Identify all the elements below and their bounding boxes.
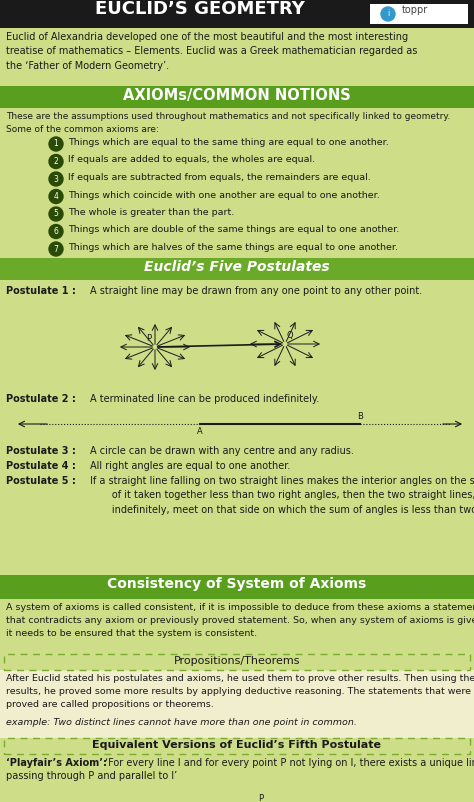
- Text: Euclid’s Five Postulates: Euclid’s Five Postulates: [144, 260, 330, 274]
- Text: Euclid of Alexandria developed one of the most beautiful and the most interestin: Euclid of Alexandria developed one of th…: [6, 32, 418, 71]
- Text: ‘For every line l and for every point P not lying on l, there exists a unique li: ‘For every line l and for every point P …: [105, 758, 474, 768]
- Text: Equivalent Versions of Euclid’s Fifth Postulate: Equivalent Versions of Euclid’s Fifth Po…: [92, 740, 382, 750]
- Text: All right angles are equal to one another.: All right angles are equal to one anothe…: [90, 461, 291, 471]
- Text: Postulate 1 :: Postulate 1 :: [6, 286, 76, 296]
- Text: Postulate 3 :: Postulate 3 :: [6, 446, 76, 456]
- Text: EUCLID’S GEOMETRY: EUCLID’S GEOMETRY: [95, 0, 305, 18]
- Circle shape: [49, 242, 63, 256]
- Bar: [370, 4, 468, 24]
- Text: 4: 4: [54, 192, 58, 201]
- Circle shape: [381, 7, 395, 21]
- Text: Q: Q: [287, 331, 293, 340]
- Text: B: B: [357, 412, 363, 421]
- Bar: [4, 738, 470, 754]
- Text: Things which coincide with one another are equal to one another.: Things which coincide with one another a…: [68, 191, 380, 200]
- Bar: [0, 599, 474, 654]
- Bar: [0, 86, 474, 108]
- Text: These are the assumptions used throughout mathematics and not specifically linke: These are the assumptions used throughou…: [6, 112, 450, 133]
- Text: 7: 7: [54, 245, 58, 253]
- Circle shape: [49, 189, 63, 204]
- Text: ‘Playfair’s Axiom’:: ‘Playfair’s Axiom’:: [6, 758, 110, 768]
- Bar: [4, 654, 470, 670]
- Bar: [0, 754, 474, 802]
- Circle shape: [49, 207, 63, 221]
- Text: The whole is greater than the part.: The whole is greater than the part.: [68, 208, 234, 217]
- Bar: [0, 258, 474, 280]
- Text: After Euclid stated his postulates and axioms, he used them to prove other resul: After Euclid stated his postulates and a…: [6, 674, 474, 709]
- Text: toppr: toppr: [402, 5, 428, 15]
- Circle shape: [49, 155, 63, 168]
- Text: Things which are double of the same things are equal to one another.: Things which are double of the same thin…: [68, 225, 399, 234]
- Bar: [0, 670, 474, 738]
- Text: P: P: [146, 334, 151, 343]
- Text: Things which are halves of the same things are equal to one another.: Things which are halves of the same thin…: [68, 243, 398, 252]
- Text: If equals are subtracted from equals, the remainders are equal.: If equals are subtracted from equals, th…: [68, 173, 371, 182]
- Text: 5: 5: [54, 209, 58, 218]
- Text: P: P: [258, 794, 263, 802]
- Circle shape: [49, 137, 63, 151]
- Text: 1: 1: [54, 140, 58, 148]
- Text: Postulate 2 :: Postulate 2 :: [6, 394, 76, 404]
- Text: Things which are equal to the same thing are equal to one another.: Things which are equal to the same thing…: [68, 138, 389, 147]
- Circle shape: [49, 172, 63, 186]
- Text: i: i: [387, 9, 389, 18]
- Text: 3: 3: [54, 175, 58, 184]
- Bar: [0, 28, 474, 86]
- Text: Postulate 4 :: Postulate 4 :: [6, 461, 76, 471]
- Circle shape: [49, 225, 63, 238]
- Text: If a straight line falling on two straight lines makes the interior angles on th: If a straight line falling on two straig…: [90, 476, 474, 515]
- Text: example: Two distinct lines cannot have more than one point in common.: example: Two distinct lines cannot have …: [6, 718, 357, 727]
- Text: A terminated line can be produced indefinitely.: A terminated line can be produced indefi…: [90, 394, 319, 404]
- Text: A circle can be drawn with any centre and any radius.: A circle can be drawn with any centre an…: [90, 446, 354, 456]
- Text: Propositions/Theorems: Propositions/Theorems: [174, 656, 300, 666]
- Text: 2: 2: [54, 157, 58, 166]
- Text: If equals are added to equals, the wholes are equal.: If equals are added to equals, the whole…: [68, 156, 315, 164]
- Text: AXIOMs/COMMON NOTIONS: AXIOMs/COMMON NOTIONS: [123, 88, 351, 103]
- Bar: [0, 108, 474, 258]
- Bar: [0, 575, 474, 599]
- Text: Postulate 5 :: Postulate 5 :: [6, 476, 76, 486]
- Bar: [0, 280, 474, 575]
- Text: passing through P and parallel to l’: passing through P and parallel to l’: [6, 771, 177, 781]
- Text: A: A: [197, 427, 203, 436]
- Text: 6: 6: [54, 227, 58, 236]
- Text: Consistency of System of Axioms: Consistency of System of Axioms: [108, 577, 366, 591]
- Text: A system of axioms is called consistent, if it is impossible to deduce from thes: A system of axioms is called consistent,…: [6, 603, 474, 638]
- Text: A straight line may be drawn from any one point to any other point.: A straight line may be drawn from any on…: [90, 286, 422, 296]
- Bar: [0, 0, 474, 28]
